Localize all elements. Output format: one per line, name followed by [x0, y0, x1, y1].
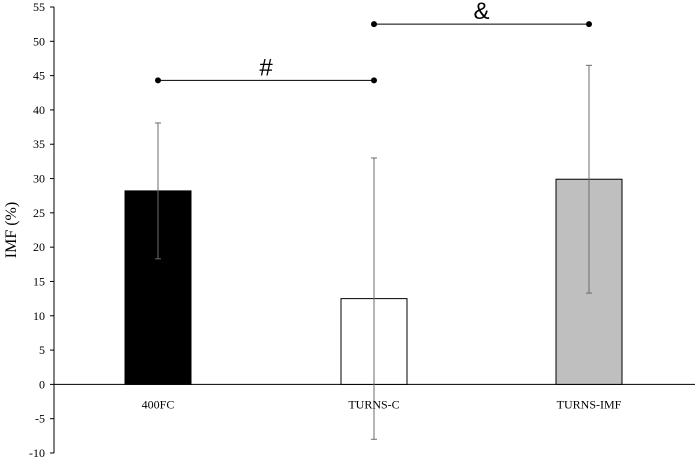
y-tick-label: 5: [39, 343, 45, 357]
category-label: TURNS-C: [348, 397, 399, 411]
y-tick-label: 50: [33, 34, 45, 48]
y-tick-label: 45: [33, 69, 45, 83]
category-label: 400FC: [142, 397, 175, 411]
significance-endpoint: [586, 21, 592, 28]
y-tick-label: 25: [33, 206, 45, 220]
significance-label: #: [259, 54, 273, 81]
y-tick-label: 15: [33, 274, 45, 288]
y-tick-label: -10: [29, 446, 45, 459]
significance-group: #&: [155, 0, 592, 84]
significance-endpoint: [371, 77, 377, 84]
y-tick-label: 10: [33, 309, 45, 323]
y-tick-label: 30: [33, 172, 45, 186]
y-tick-label: 0: [39, 377, 45, 391]
error-bars-group: [155, 64, 592, 440]
y-tick-label: 40: [33, 103, 45, 117]
significance-endpoint: [371, 21, 377, 28]
category-labels-group: 400FC TURNS-C TURNS-IMF: [142, 397, 622, 411]
category-label: TURNS-IMF: [557, 397, 622, 411]
y-tick-label: 35: [33, 137, 45, 151]
y-tick-label: 55: [33, 0, 45, 14]
y-tick-label: 20: [33, 240, 45, 254]
significance-label: &: [473, 0, 489, 25]
y-axis-title: IMF (%): [3, 202, 20, 258]
y-axis-ticks: -10 -5 0 5 10 15 20 25 30 35 40 45 50 55: [29, 0, 54, 459]
significance-endpoint: [155, 77, 161, 84]
y-tick-label: -5: [35, 412, 45, 426]
